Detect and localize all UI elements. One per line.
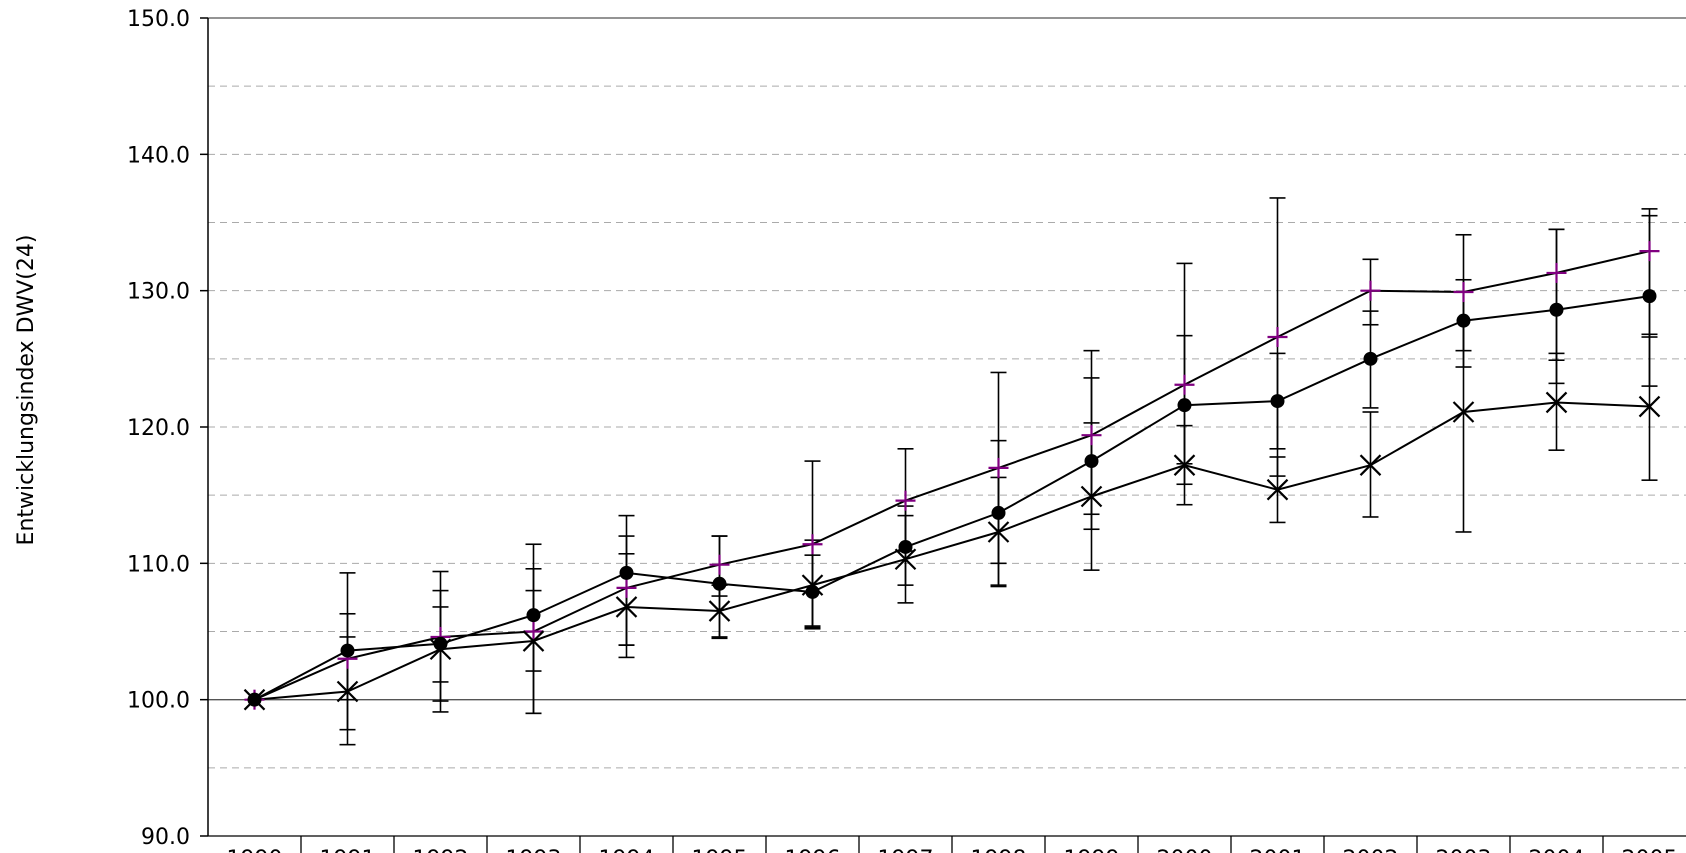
x-tick-labels: 1990 1991 1992 1993 1994 1995 1996 1997 1998 1999… [227,847,1678,853]
data-point-circle [526,608,541,623]
data-point-circle [1084,454,1099,469]
data-point-x [615,596,638,618]
x-tick-label: 1990 [227,847,283,853]
data-point-x [987,521,1010,543]
data-point-plus [1453,282,1474,303]
data-point-x [801,574,824,596]
data-point-x [708,600,731,622]
series-line [254,250,1650,701]
x-tick-label: 1996 [785,847,841,853]
data-point-x [1359,454,1382,476]
data-point-circle [1363,351,1378,366]
x-stroke [243,688,266,711]
x-tick-label: 2002 [1343,847,1399,853]
x-stroke [1359,454,1382,476]
y-tick-label: 140.0 [127,143,190,168]
data-point-plus [895,490,916,511]
data-point-plus [709,554,730,575]
data-point-circle [712,576,727,591]
data-point-x [243,688,266,711]
data-point-circle [1642,289,1657,304]
y-tick-label: 100.0 [127,689,190,714]
series-line [254,401,1650,701]
x-stroke [1266,478,1289,501]
x-tick-label: 2003 [1436,847,1492,853]
x-tick-label: 2004 [1529,847,1585,853]
x-stroke [801,574,824,596]
data-point-plus [1174,374,1195,395]
x-stroke [1080,485,1103,508]
x-tick-label: 2000 [1157,847,1213,853]
y-tick-label: 90.0 [141,825,190,850]
data-point-circle [1177,398,1192,413]
data-point-x [522,630,545,652]
x-stroke [336,680,359,703]
x-stroke [1173,454,1196,476]
axes [200,17,1686,853]
x-stroke [987,521,1010,543]
series-lines [254,250,1650,701]
y-axis-label: Entwicklungsindex DWV(24) [14,235,39,546]
x-tick-label: 1999 [1064,847,1120,853]
x-tick-label: 1997 [878,847,934,853]
data-point-x [1080,485,1103,508]
data-point-x [1173,454,1196,476]
data-point-x [336,680,359,703]
x-tick-label: 1991 [320,847,376,853]
x-tick-label: 1995 [692,847,748,853]
data-point-plus [1639,241,1660,262]
data-point-plus [988,457,1009,478]
x-stroke [708,600,731,622]
x-stroke [1452,401,1475,423]
x-stroke [522,630,545,652]
data-point-circle [340,643,355,658]
data-point-circle [898,539,913,554]
x-stroke [1545,391,1568,414]
data-point-plus [523,621,544,642]
data-point-x [1266,478,1289,501]
x-tick-label: 1992 [413,847,469,853]
data-point-plus [802,534,823,555]
data-point-circle [805,584,820,599]
x-stroke [429,638,452,661]
data-point-x [1638,395,1661,418]
data-point-plus [1267,327,1288,348]
data-point-x [894,548,917,571]
data-point-plus [1546,262,1567,283]
data-point-circle [1549,302,1564,317]
data-point-circle [1270,394,1285,409]
x-stroke [1638,395,1661,418]
x-stroke [615,596,638,618]
series-markers [243,241,1661,711]
x-stroke [894,548,917,571]
grid-lines [208,17,1686,769]
data-point-circle [991,505,1006,520]
x-tick-label: 1994 [599,847,655,853]
data-point-circle [1456,313,1471,328]
x-tick-label: 1998 [971,847,1027,853]
y-tick-label: 150.0 [127,7,190,32]
data-point-plus [1081,425,1102,446]
data-point-x [429,638,452,661]
y-tick-labels: 90.0 100.0 110.0 120.0 130.0 140.0 150.0 [127,7,190,850]
y-tick-label: 110.0 [127,552,190,577]
series-line [254,295,1650,701]
data-point-circle [619,565,634,580]
data-point-plus [616,577,637,598]
y-tick-label: 120.0 [127,416,190,441]
x-tick-label: 1993 [506,847,562,853]
y-tick-label: 130.0 [127,280,190,305]
data-point-x [1452,401,1475,423]
data-point-plus [1360,280,1381,301]
x-tick-label: 2001 [1250,847,1306,853]
x-tick-label: 2005 [1622,847,1678,853]
data-point-x [1545,391,1568,414]
